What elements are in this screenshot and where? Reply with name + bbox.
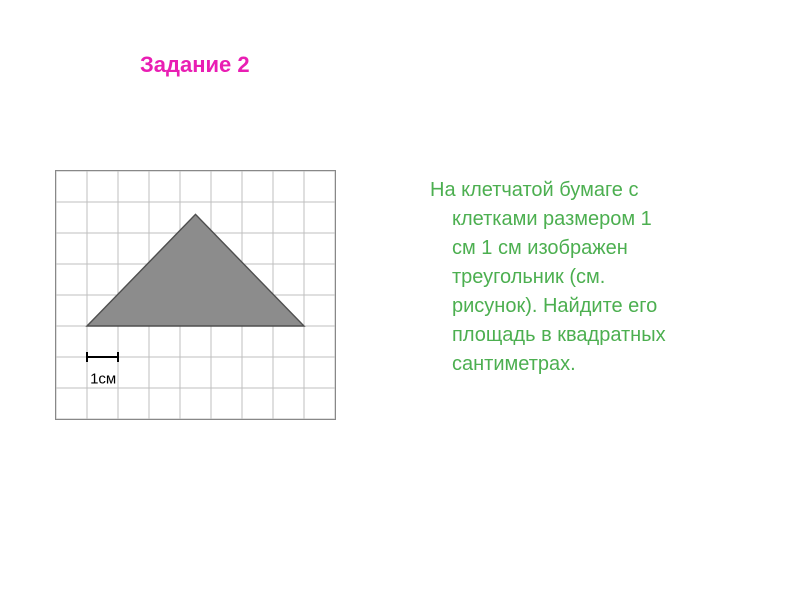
svg-text:1см: 1см xyxy=(90,370,116,387)
task-title: Задание 2 xyxy=(140,52,250,78)
problem-text: На клетчатой бумаге с клетками размером … xyxy=(430,176,730,379)
problem-line: площадь в квадратных xyxy=(430,324,666,346)
problem-line: треугольник (см. xyxy=(430,266,605,288)
grid-figure: 1см xyxy=(56,171,335,419)
problem-line: клетками размером 1 xyxy=(430,208,652,230)
problem-line: сантиметрах. xyxy=(430,353,576,375)
problem-line: рисунок). Найдите его xyxy=(430,295,657,317)
grid-border: 1см xyxy=(55,170,336,420)
problem-line: см 1 см изображен xyxy=(430,237,628,259)
problem-line: На клетчатой бумаге с xyxy=(430,179,638,201)
figure-container: 1см xyxy=(55,170,335,425)
